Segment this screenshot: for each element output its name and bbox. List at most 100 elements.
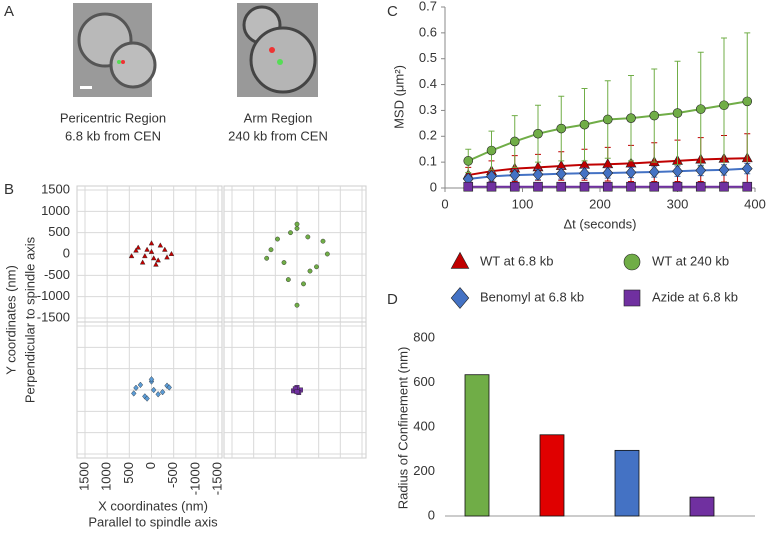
y-axis-label: Perpendicular to spindle axis — [22, 236, 37, 403]
point — [314, 264, 319, 270]
point — [133, 384, 139, 392]
bar — [614, 449, 640, 517]
marker — [556, 181, 567, 192]
y-tick-label: 0 — [430, 179, 437, 194]
marker — [672, 108, 683, 118]
x-tick-label: -1500 — [209, 462, 224, 495]
marker — [649, 181, 660, 192]
marker — [463, 181, 474, 192]
point — [128, 253, 135, 259]
marker — [718, 163, 730, 177]
x-tick-label: 200 — [589, 196, 611, 211]
marker — [672, 164, 683, 178]
panel-letter: D — [387, 291, 398, 308]
caption: Pericentric Region — [60, 110, 166, 125]
point — [320, 238, 326, 244]
marker — [555, 167, 567, 181]
y-axis-label: Y coordinates (nm) — [3, 265, 18, 375]
legend-marker — [450, 287, 470, 309]
marker — [626, 181, 636, 192]
marker — [742, 96, 753, 107]
caption: 6.8 kb from CEN — [65, 128, 161, 143]
point — [307, 268, 313, 274]
point — [264, 255, 270, 261]
y-tick-label: 0.4 — [419, 76, 437, 91]
y-tick-label: -1000 — [37, 288, 70, 303]
marker — [648, 165, 660, 179]
point — [164, 254, 170, 260]
point — [162, 246, 168, 252]
marker — [509, 168, 521, 182]
marker — [579, 119, 590, 130]
legend-marker — [450, 251, 470, 269]
y-tick-label: 0.6 — [419, 24, 437, 39]
y-tick-label: 800 — [413, 329, 435, 344]
point — [131, 390, 137, 397]
point — [135, 244, 141, 250]
marker — [486, 145, 497, 156]
bar — [689, 496, 715, 517]
point — [148, 240, 155, 246]
x-tick-label: 1500 — [76, 462, 91, 491]
point — [275, 236, 280, 242]
x-axis-label: X coordinates (nm) — [98, 498, 208, 513]
x-tick-label: 0 — [143, 462, 158, 469]
y-tick-label: 400 — [413, 418, 435, 433]
x-tick-label: -500 — [165, 462, 180, 488]
x-tick-label: -1000 — [187, 462, 202, 495]
micrograph — [237, 3, 318, 97]
point — [153, 261, 159, 267]
marker — [532, 168, 544, 181]
x-axis-label: Δt (seconds) — [564, 216, 637, 231]
point — [288, 230, 293, 236]
marker — [556, 123, 567, 134]
point — [294, 302, 300, 308]
x-tick-label: 1000 — [99, 462, 114, 491]
legend-label: Benomyl at 6.8 kb — [480, 289, 584, 304]
panel-letter: C — [387, 3, 398, 20]
legend-marker — [623, 289, 641, 307]
marker — [695, 164, 707, 177]
marker — [719, 100, 729, 111]
marker — [463, 156, 474, 166]
point — [139, 259, 146, 265]
y-tick-label: 0.2 — [419, 128, 437, 143]
y-axis-label: Radius of Confinement (nm) — [395, 347, 410, 510]
point — [137, 381, 144, 389]
point — [324, 251, 330, 257]
y-tick-label: 0.1 — [419, 154, 437, 169]
point — [285, 277, 291, 282]
y-tick-label: 600 — [413, 374, 435, 389]
y-tick-label: 1000 — [41, 203, 70, 218]
bar — [464, 374, 490, 517]
point — [155, 257, 161, 263]
x-tick-label: 300 — [667, 196, 689, 211]
point — [281, 260, 287, 265]
marker — [509, 181, 520, 192]
marker — [625, 166, 637, 179]
caption: 240 kb from CEN — [228, 128, 328, 143]
caption: Arm Region — [244, 110, 313, 125]
y-tick-label: 1500 — [41, 181, 70, 196]
marker — [672, 181, 683, 192]
x-tick-label: 100 — [512, 196, 534, 211]
x-axis-label: Parallel to spindle axis — [88, 514, 218, 529]
y-tick-label: -1500 — [37, 309, 70, 324]
point — [294, 225, 300, 231]
marker — [602, 181, 613, 192]
point — [159, 388, 166, 396]
panel-letter: B — [4, 181, 14, 198]
marker — [533, 128, 543, 139]
y-tick-label: -500 — [44, 267, 70, 282]
point — [305, 234, 311, 240]
marker — [742, 181, 753, 192]
point — [301, 281, 306, 287]
marker — [695, 104, 706, 114]
marker — [649, 110, 660, 121]
x-tick-label: 400 — [744, 196, 766, 211]
point — [168, 250, 175, 256]
point — [148, 248, 155, 254]
point — [294, 389, 300, 395]
y-tick-label: 0.7 — [419, 0, 437, 13]
